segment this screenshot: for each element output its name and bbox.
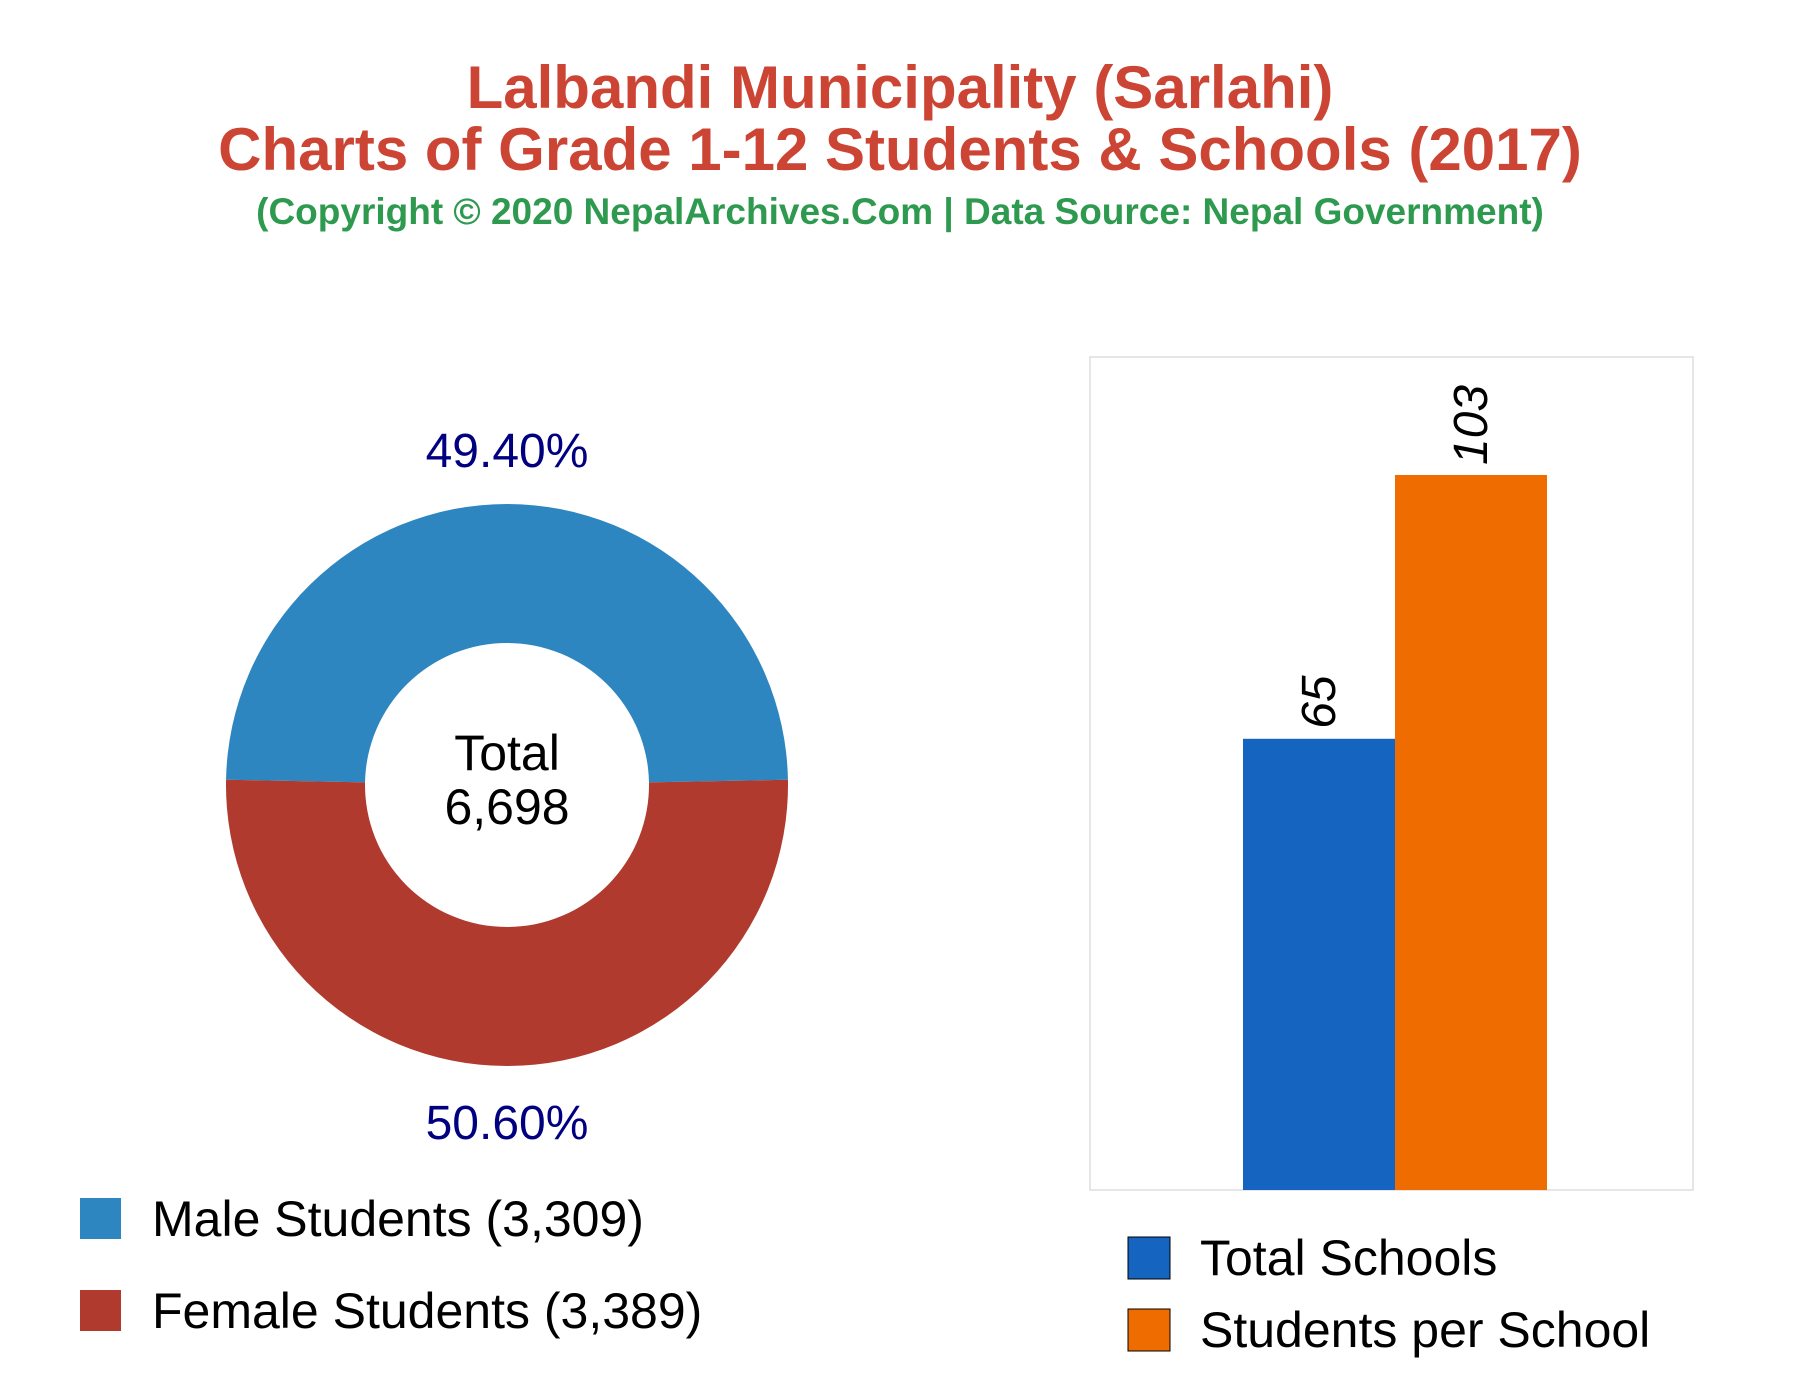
chart-title-line1: Lalbandi Municipality (Sarlahi) [466,54,1334,121]
donut-slice-female [225,779,788,1066]
donut-percent-label: 50.60% [426,1097,589,1150]
legend-swatch [1127,1236,1171,1280]
legend-label: Male Students (3,309) [152,1191,644,1247]
donut-legend: Male Students (3,309) Female Students (3,… [80,1191,702,1339]
bar-legend: Total Schools Students per School [1127,1230,1650,1358]
bar-students-per-school [1395,475,1547,1191]
legend-swatch [80,1198,121,1239]
donut-center-value: 6,698 [444,779,569,835]
bar-total-schools [1243,738,1395,1190]
bar-chart: 65 103 [1089,356,1694,1191]
legend-label: Total Schools [1200,1230,1497,1286]
donut-slice-male [226,503,788,783]
chart-subtitle: (Copyright © 2020 NepalArchives.Com | Da… [256,191,1544,232]
chart-title-line2: Charts of Grade 1-12 Students & Schools … [218,116,1582,183]
donut-percent-label: 49.40% [426,425,589,478]
legend-label: Female Students (3,389) [152,1283,702,1339]
bar-value-label: 65 [1293,675,1346,729]
bar-value-label: 103 [1445,385,1498,465]
legend-swatch [1127,1308,1171,1352]
legend-label: Students per School [1200,1302,1650,1358]
donut-center-label: Total [454,725,560,781]
legend-swatch [80,1290,121,1331]
